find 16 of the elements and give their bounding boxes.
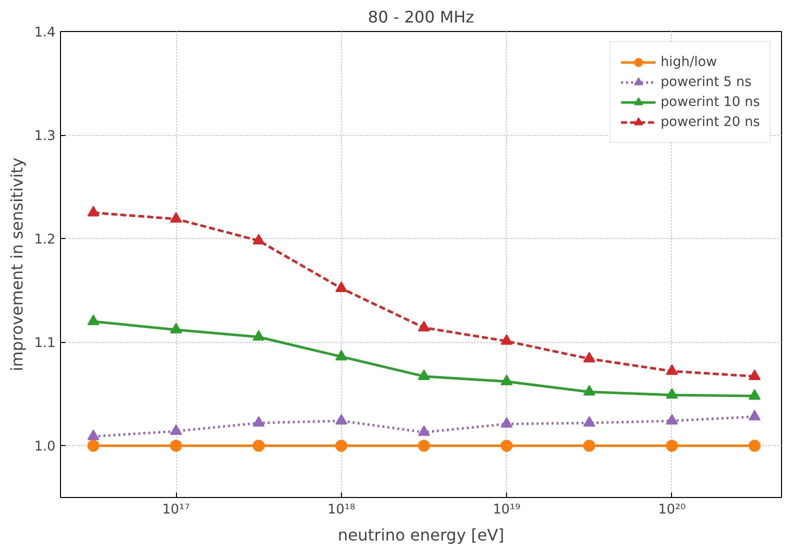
x-axis-title: neutrino energy [eV] [338, 526, 504, 544]
legend-label: powerint 5 ns [660, 74, 752, 90]
y-axis-title: improvement in sensitivity [7, 158, 26, 372]
legend-label: high/low [660, 54, 717, 70]
chart-title: 80 - 200 MHz [368, 8, 474, 26]
y-tick-label: 1.3 [34, 129, 56, 144]
y-tick-label: 1.1 [34, 336, 56, 352]
x-tick-label: 10¹⁹ [492, 502, 520, 518]
legend-label: powerint 20 ns [660, 114, 760, 130]
x-tick-label: 10¹⁸ [328, 502, 356, 518]
y-tick-label: 1.0 [34, 440, 56, 455]
y-tick-label: 1.4 [34, 26, 56, 40]
x-tick-label: 10²⁰ [658, 502, 686, 518]
y-tick-label: 1.2 [34, 232, 56, 248]
x-tick-label: 10¹⁷ [162, 502, 190, 518]
legend-label: powerint 10 ns [660, 94, 760, 110]
